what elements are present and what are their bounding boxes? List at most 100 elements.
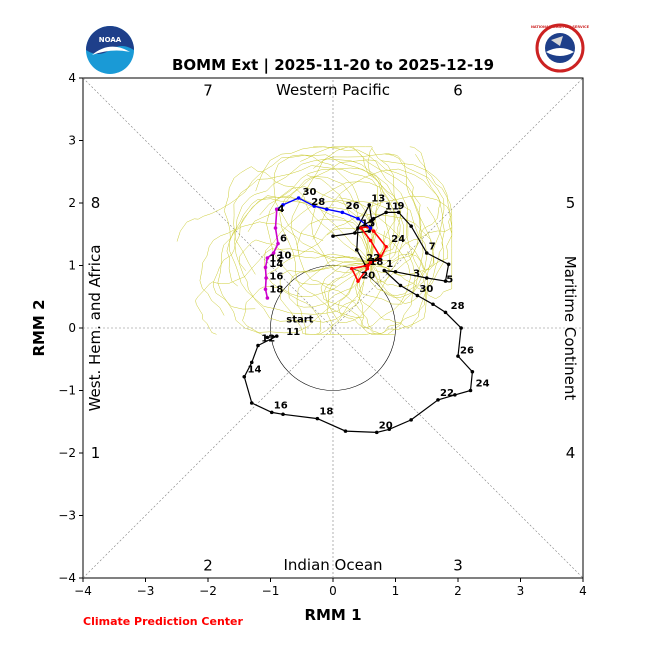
- forecast-red-point: [371, 229, 376, 233]
- forecast-blue-point: [312, 204, 317, 208]
- observed-label: 26: [460, 345, 474, 356]
- region-label-top: Western Pacific: [276, 81, 390, 99]
- ensemble-member-line: [228, 221, 371, 315]
- observed-label: 3: [413, 268, 420, 279]
- forecast-blue-line: [276, 197, 371, 229]
- forecast-blue-point: [368, 226, 373, 230]
- forecast-red-point: [378, 254, 382, 258]
- ensemble-member-line: [234, 158, 395, 271]
- observed-label: 1: [386, 259, 393, 270]
- credit-footer: Climate Prediction Center: [83, 615, 243, 628]
- nws-logo-text: NATIONAL WEATHER SERVICE: [531, 25, 590, 29]
- y-tick-label: −3: [58, 509, 76, 523]
- ensemble-member-line: [320, 227, 411, 328]
- x-tick-label: −4: [74, 584, 92, 598]
- y-tick-label: 4: [68, 71, 76, 85]
- x-tick-label: −1: [262, 584, 280, 598]
- observed-point: [256, 343, 260, 348]
- ensemble-member-line: [313, 153, 435, 270]
- noaa-logo: NOAA: [86, 26, 134, 74]
- ensemble-member-line: [242, 262, 371, 334]
- forecast-red-label: 22: [366, 253, 380, 264]
- y-tick-label: −2: [58, 446, 76, 460]
- ensemble-member-line: [217, 198, 371, 335]
- observed-point: [468, 388, 473, 393]
- observed-label: 24: [476, 378, 490, 389]
- observed-label: 18: [319, 407, 333, 418]
- observed-point: [356, 226, 360, 230]
- x-tick-label: 2: [454, 584, 462, 598]
- observed-label: 7: [429, 242, 436, 253]
- ensemble-member-line: [338, 197, 428, 329]
- observed-label: 12: [261, 333, 275, 344]
- ensemble-member-line: [359, 195, 453, 299]
- x-tick-label: −3: [137, 584, 155, 598]
- ensemble-member-line: [266, 186, 401, 287]
- observed-point: [242, 374, 247, 379]
- phase-label: 4: [566, 444, 576, 462]
- y-tick-label: 0: [68, 321, 76, 335]
- ensemble-layer: [176, 146, 453, 335]
- observed-point: [443, 279, 448, 283]
- forecast-magenta-label: 14: [269, 259, 283, 270]
- observed-point: [269, 410, 274, 415]
- ensemble-member-line: [238, 239, 371, 323]
- noaa-logo-text: NOAA: [99, 36, 122, 44]
- forecast-blue-point: [281, 203, 285, 207]
- forecast-magenta-label: 6: [280, 233, 287, 244]
- ensemble-member-line: [195, 248, 371, 335]
- phase-label: 3: [453, 557, 463, 575]
- ensemble-member-line: [326, 251, 416, 335]
- observed-point: [459, 326, 463, 330]
- forecast-blue-label: 26: [346, 201, 360, 212]
- ensemble-member-line: [247, 159, 422, 268]
- observed-point: [369, 218, 374, 223]
- forecast-blue-point: [324, 207, 329, 212]
- region-label-bottom: Indian Ocean: [283, 556, 382, 574]
- observed-point: [384, 210, 388, 215]
- observed-line: [243, 202, 474, 434]
- ensemble-member-line: [358, 206, 444, 335]
- observed-point: [424, 276, 429, 280]
- phase-label: 6: [453, 82, 463, 100]
- forecast-magenta-label: 4: [278, 204, 285, 215]
- ensemble-member-line: [267, 213, 434, 296]
- observed-label: 22: [440, 388, 454, 399]
- observed-label: 14: [248, 365, 262, 376]
- forecast-red-point: [378, 257, 382, 262]
- ensemble-member-line: [176, 155, 375, 263]
- ensemble-member-line: [279, 176, 371, 318]
- observed-point: [453, 393, 457, 397]
- forecast-magenta-label: 18: [269, 285, 283, 296]
- observed-point: [387, 427, 392, 432]
- ensemble-member-line: [296, 218, 396, 335]
- observed-point: [354, 248, 359, 252]
- forecast-magenta-point: [274, 207, 279, 212]
- forecast-magenta-point: [263, 287, 268, 292]
- forecast-blue-label: 28: [311, 197, 325, 208]
- ensemble-member-line: [212, 196, 371, 310]
- observed-point: [367, 229, 372, 233]
- y-axis-label: RMM 2: [30, 299, 48, 356]
- x-tick-label: 3: [517, 584, 525, 598]
- y-tick-label: 1: [68, 259, 76, 273]
- y-tick-label: 3: [68, 134, 76, 148]
- observed-point: [249, 401, 254, 405]
- ensemble-member-line: [370, 154, 453, 276]
- forecast-magenta-point: [265, 256, 270, 260]
- forecast-red-label: 24: [391, 234, 405, 245]
- x-tick-label: −2: [199, 584, 217, 598]
- observed-label: 16: [274, 400, 288, 411]
- ensemble-member-line: [313, 146, 409, 274]
- forecast-magenta-label: 12: [269, 253, 283, 264]
- x-tick-label: 4: [579, 584, 587, 598]
- ensemble-member-line: [370, 153, 445, 304]
- observed-label: 13: [371, 193, 385, 204]
- ensemble-member-line: [296, 194, 377, 335]
- forecast-magenta-label: 16: [269, 272, 283, 283]
- observed-point: [436, 398, 440, 402]
- observed-label: 28: [451, 301, 465, 312]
- ensemble-member-line: [337, 212, 427, 335]
- series-layer: start11121416182022242628301357911131522…: [242, 187, 490, 435]
